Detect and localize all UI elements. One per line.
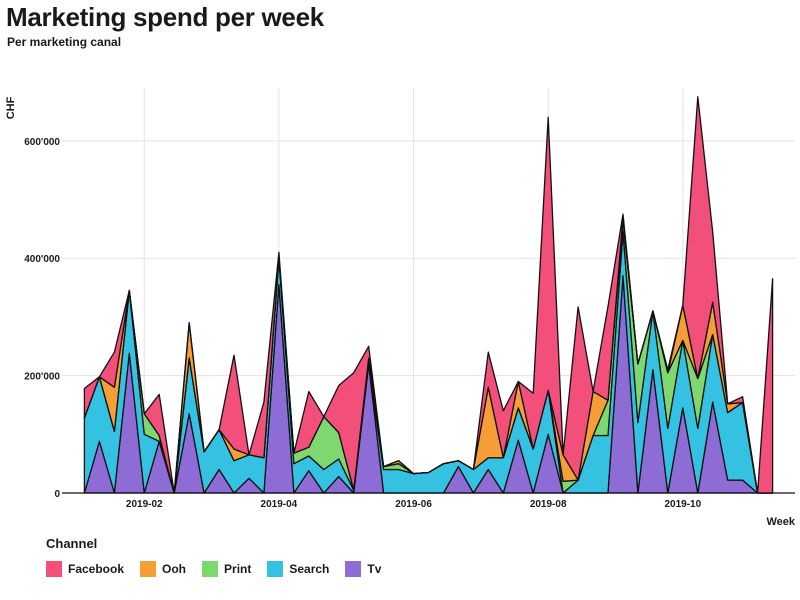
x-tick-label: 2019-06 <box>395 499 432 510</box>
legend-label: Facebook <box>68 562 125 576</box>
legend-item-print: Print <box>202 561 251 577</box>
legend-item-search: Search <box>267 561 329 577</box>
legend-swatch <box>345 561 362 577</box>
legend-item-tv: Tv <box>345 561 381 577</box>
legend-label: Ooh <box>162 562 187 576</box>
legend-swatch <box>140 561 157 577</box>
area-series <box>83 96 774 494</box>
legend-item-ooh: Ooh <box>140 561 186 577</box>
legend: Channel Facebook Ooh Print Search Tv <box>46 536 381 577</box>
y-tick-label: 0 <box>54 489 60 500</box>
x-tick-label: 2019-10 <box>664 499 701 510</box>
legend-swatch <box>202 561 219 577</box>
legend-label: Search <box>289 562 330 576</box>
legend-swatch <box>267 561 284 577</box>
x-tick-label: 2019-04 <box>261 499 298 510</box>
chart-title: Marketing spend per week <box>6 2 324 32</box>
legend-label: Print <box>224 562 252 576</box>
legend-items: Facebook Ooh Print Search Tv <box>46 561 381 577</box>
x-axis-label: Week <box>766 516 795 528</box>
y-axis-label: CHF <box>5 96 17 119</box>
legend-swatch <box>46 561 62 577</box>
x-tick-label: 2019-02 <box>126 499 163 510</box>
legend-title: Channel <box>46 536 98 551</box>
axes: 0 200'000 400'000 600'000 2019-02 2019-04 2019… <box>24 137 795 510</box>
legend-label: Tv <box>367 562 382 576</box>
y-tick-label: 400'000 <box>24 254 60 265</box>
y-tick-label: 200'000 <box>24 372 60 383</box>
legend-item-facebook: Facebook <box>46 561 124 577</box>
x-tick-label: 2019-08 <box>530 499 567 510</box>
y-tick-label: 600'000 <box>24 137 60 148</box>
chart-subtitle: Per marketing canal <box>7 35 122 49</box>
